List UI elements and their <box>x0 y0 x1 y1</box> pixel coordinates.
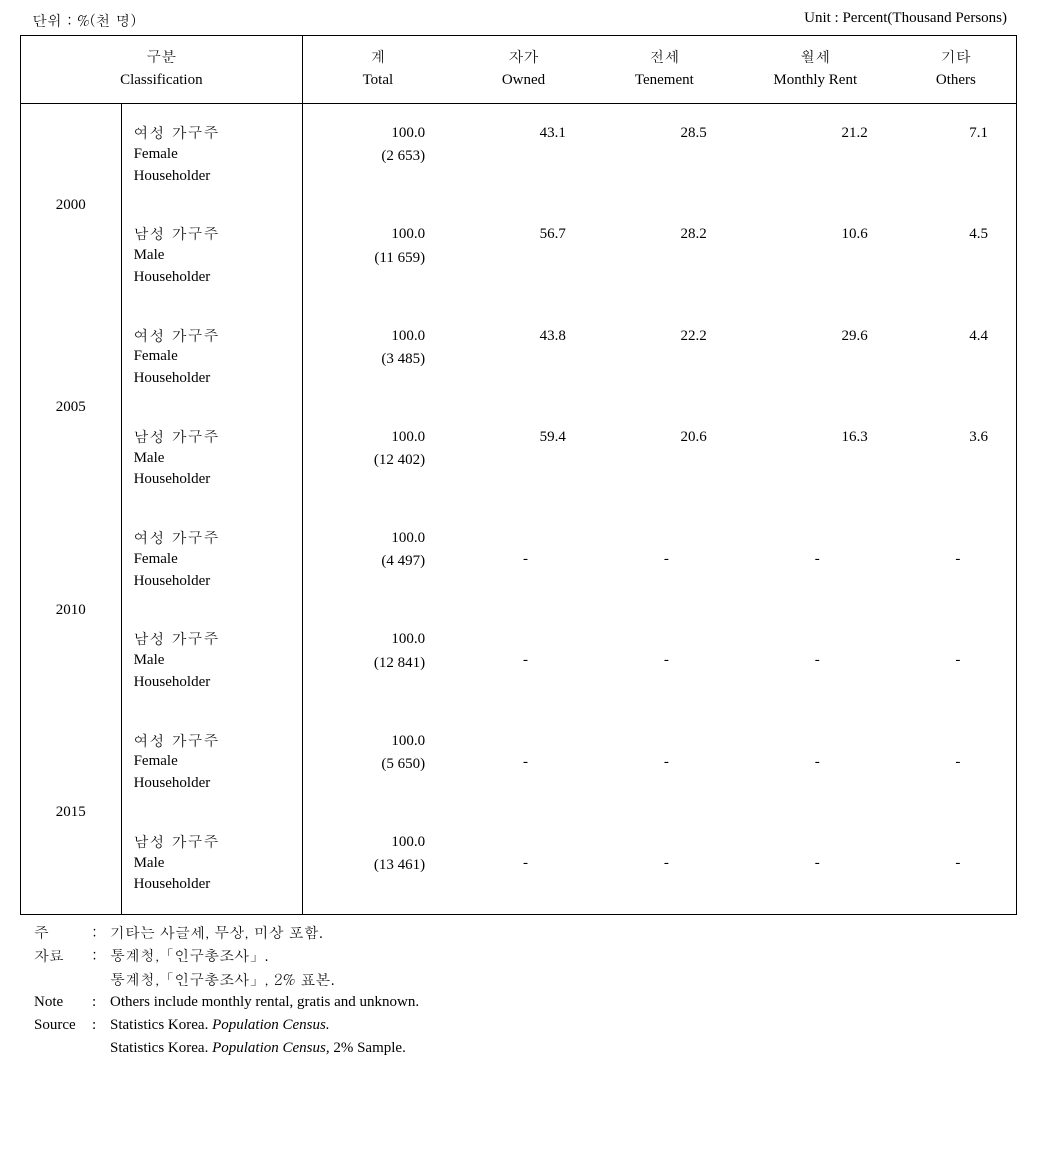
value-cell: 28.2 <box>594 205 735 306</box>
value-cell: - <box>453 813 594 915</box>
hdr-total: 계 Total <box>302 36 453 104</box>
value-cell: 16.3 <box>735 408 896 509</box>
note-en-text: Others include monthly rental, gratis an… <box>110 991 1017 1014</box>
hdr-owned: 자가 Owned <box>453 36 594 104</box>
note-ju-text: 기타는 사글세, 무상, 미상 포함. <box>110 921 1017 944</box>
note-source1: Statistics Korea. Population Census. <box>110 1014 1017 1037</box>
value-cell: - <box>735 813 896 915</box>
value-cell: - <box>896 610 1017 711</box>
value-cell: 100.0(3 485) <box>302 307 453 408</box>
value-cell: 20.6 <box>594 408 735 509</box>
value-cell: 29.6 <box>735 307 896 408</box>
classification-cell: 여성 가구주FemaleHouseholder <box>121 104 302 206</box>
table-row: 남성 가구주MaleHouseholder100.0(13 461)---- <box>21 813 1017 915</box>
value-cell: 100.0(12 402) <box>302 408 453 509</box>
data-table: 구분 Classification 계 Total 자가 Owned 전세 Te… <box>20 35 1017 915</box>
classification-cell: 남성 가구주MaleHouseholder <box>121 408 302 509</box>
classification-cell: 남성 가구주MaleHouseholder <box>121 813 302 915</box>
note-label-source: Source <box>34 1014 92 1037</box>
hdr-tenement: 전세 Tenement <box>594 36 735 104</box>
classification-cell: 여성 가구주FemaleHouseholder <box>121 509 302 610</box>
value-cell: 100.0(2 653) <box>302 104 453 206</box>
value-cell: 7.1 <box>896 104 1017 206</box>
table-row: 남성 가구주MaleHouseholder100.0(11 659)56.728… <box>21 205 1017 306</box>
value-cell: - <box>594 712 735 813</box>
value-cell: 28.5 <box>594 104 735 206</box>
value-cell: - <box>453 509 594 610</box>
table-row: 2000여성 가구주FemaleHouseholder100.0(2 653)4… <box>21 104 1017 206</box>
note-jaryo2: 통계청,「인구총조사」, 2% 표본. <box>110 968 1017 991</box>
year-cell: 2015 <box>21 712 122 915</box>
note-jaryo1: 통계청,「인구총조사」. <box>110 944 1017 967</box>
value-cell: 100.0(13 461) <box>302 813 453 915</box>
classification-cell: 남성 가구주MaleHouseholder <box>121 610 302 711</box>
year-cell: 2000 <box>21 104 122 307</box>
value-cell: 4.4 <box>896 307 1017 408</box>
value-cell: 4.5 <box>896 205 1017 306</box>
table-row: 남성 가구주MaleHouseholder100.0(12 402)59.420… <box>21 408 1017 509</box>
value-cell: 43.8 <box>453 307 594 408</box>
note-label-jaryo: 자료 <box>34 944 92 967</box>
value-cell: - <box>735 610 896 711</box>
hdr-monthly: 월세 Monthly Rent <box>735 36 896 104</box>
unit-row: 단위 : %(천 명) Unit : Percent(Thousand Pers… <box>20 10 1017 35</box>
value-cell: - <box>735 712 896 813</box>
table-row: 2010여성 가구주FemaleHouseholder100.0(4 497)-… <box>21 509 1017 610</box>
value-cell: - <box>453 610 594 711</box>
value-cell: - <box>594 610 735 711</box>
value-cell: 22.2 <box>594 307 735 408</box>
value-cell: 3.6 <box>896 408 1017 509</box>
value-cell: - <box>896 712 1017 813</box>
value-cell: 100.0(12 841) <box>302 610 453 711</box>
value-cell: 21.2 <box>735 104 896 206</box>
value-cell: - <box>594 509 735 610</box>
value-cell: 10.6 <box>735 205 896 306</box>
value-cell: - <box>594 813 735 915</box>
unit-left: 단위 : %(천 명) <box>32 10 136 31</box>
value-cell: - <box>896 813 1017 915</box>
unit-right: Unit : Percent(Thousand Persons) <box>804 10 1007 31</box>
hdr-classification: 구분 Classification <box>21 36 303 104</box>
value-cell: 43.1 <box>453 104 594 206</box>
classification-cell: 여성 가구주FemaleHouseholder <box>121 712 302 813</box>
year-cell: 2005 <box>21 307 122 510</box>
hdr-others: 기타 Others <box>896 36 1017 104</box>
note-label-ju: 주 <box>34 921 92 944</box>
note-label-note: Note <box>34 991 92 1014</box>
note-source2: Statistics Korea. Population Census, 2% … <box>110 1037 1017 1060</box>
table-row: 남성 가구주MaleHouseholder100.0(12 841)---- <box>21 610 1017 711</box>
value-cell: - <box>735 509 896 610</box>
value-cell: - <box>453 712 594 813</box>
table-row: 2015여성 가구주FemaleHouseholder100.0(5 650)-… <box>21 712 1017 813</box>
classification-cell: 남성 가구주MaleHouseholder <box>121 205 302 306</box>
table-row: 2005여성 가구주FemaleHouseholder100.0(3 485)4… <box>21 307 1017 408</box>
value-cell: 100.0(4 497) <box>302 509 453 610</box>
value-cell: 59.4 <box>453 408 594 509</box>
value-cell: 56.7 <box>453 205 594 306</box>
value-cell: 100.0(11 659) <box>302 205 453 306</box>
value-cell: 100.0(5 650) <box>302 712 453 813</box>
value-cell: - <box>896 509 1017 610</box>
classification-cell: 여성 가구주FemaleHouseholder <box>121 307 302 408</box>
footnotes: 주 : 기타는 사글세, 무상, 미상 포함. 자료 : 통계청,「인구총조사」… <box>20 921 1017 1061</box>
year-cell: 2010 <box>21 509 122 712</box>
